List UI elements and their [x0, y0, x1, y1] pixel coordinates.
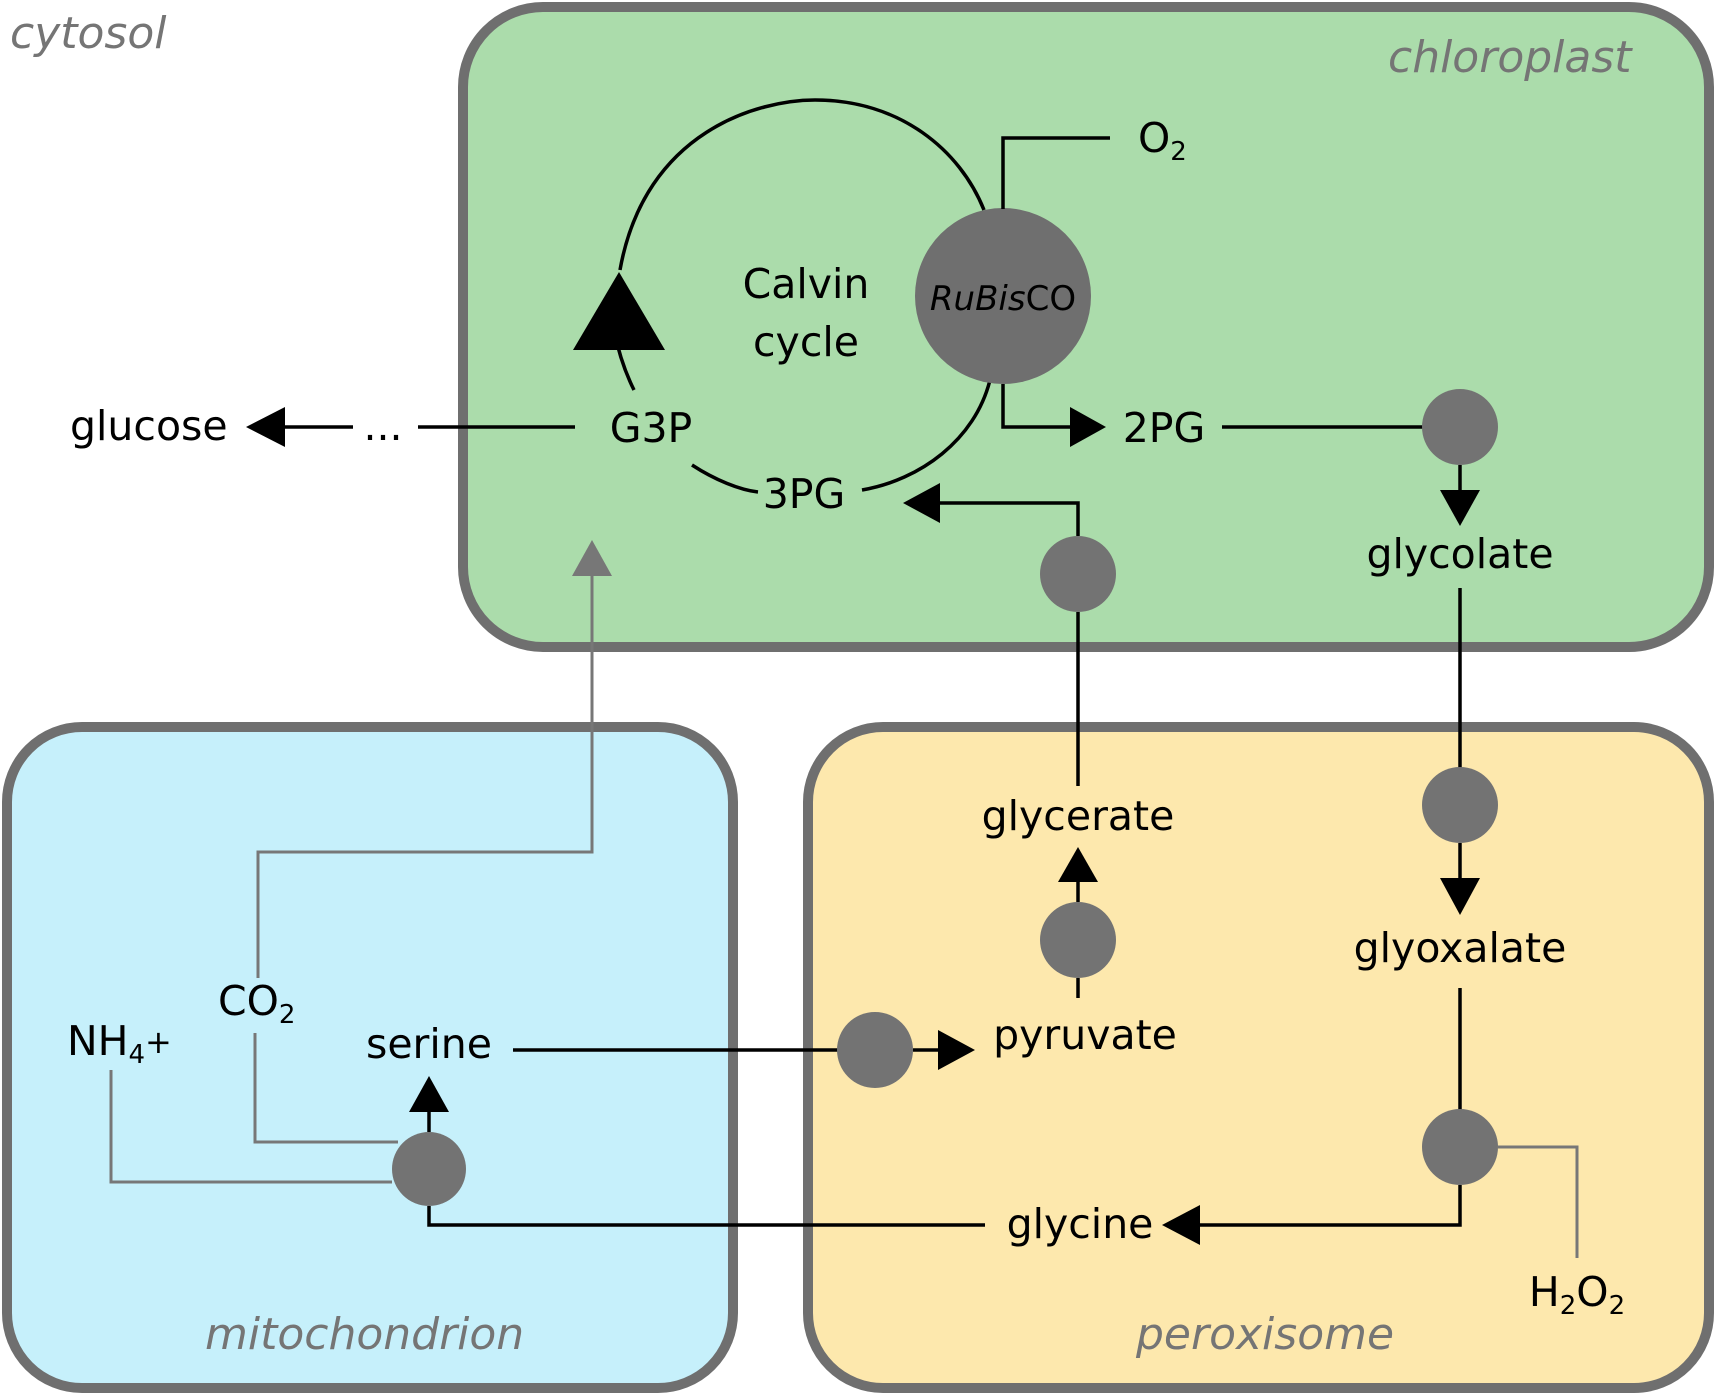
co2-to-chloroplast-line — [256, 574, 594, 978]
rubisco-node — [915, 208, 1091, 384]
glycine-label: glycine — [1007, 1200, 1154, 1248]
enzyme-node-mitochondrion — [392, 1132, 466, 1206]
chloroplast-label: chloroplast — [1388, 32, 1633, 83]
pyruvate-arrowhead — [938, 1030, 975, 1070]
co2-arrowhead — [572, 540, 612, 576]
o2-line — [1001, 136, 1110, 209]
peroxisome-label: peroxisome — [1135, 1309, 1394, 1360]
glucose-arrowhead — [246, 407, 285, 447]
glycine-arrowhead — [1162, 1205, 1200, 1245]
glyoxalate-label: glyoxalate — [1354, 924, 1567, 972]
enzyme-node-2pg — [1422, 389, 1498, 465]
glycerate-label: glycerate — [982, 792, 1175, 840]
rubisco-to-2pg-line — [1001, 384, 1072, 429]
co2-label: CO2 — [218, 977, 295, 1030]
calvin-label-line1: Calvin — [743, 260, 870, 308]
serine-label: serine — [366, 1020, 492, 1068]
glycerate-arrowhead — [1058, 847, 1098, 882]
2pg-arrowhead — [1070, 407, 1106, 447]
glycolate-arrowhead — [1440, 490, 1480, 526]
ellipsis-label: ... — [363, 402, 402, 450]
serine-arrowhead — [409, 1076, 449, 1112]
g3p-label: G3P — [610, 404, 693, 452]
enzyme-to-3pg-line — [940, 501, 1080, 536]
enzyme-node-glyoxalate — [1422, 1109, 1498, 1185]
calvin-cycle-top-arc — [618, 98, 986, 271]
3pg-arrowhead — [903, 483, 940, 523]
enzyme-node-glycolate — [1422, 767, 1498, 843]
enzyme-to-glycine-line — [1196, 1185, 1462, 1227]
h2o2-line — [1498, 1145, 1579, 1258]
glycine-to-mito-enzyme-line — [427, 1206, 985, 1227]
nh4-line — [109, 1070, 392, 1184]
calvin-cycle-arrowhead — [573, 272, 665, 350]
glucose-label: glucose — [70, 402, 228, 450]
nh4-label: NH4+ — [67, 1017, 172, 1070]
glycolate-label: glycolate — [1366, 530, 1553, 578]
3pg-label: 3PG — [763, 470, 846, 518]
h2o2-label: H2O2 — [1529, 1268, 1625, 1321]
rubisco-label: RuBisCO — [930, 279, 1076, 319]
co2-to-enzyme-line — [253, 1033, 398, 1144]
enzyme-node-glycerate — [1040, 536, 1116, 612]
2pg-label: 2PG — [1123, 404, 1206, 452]
calvin-cycle-bottom-left-arc — [691, 463, 759, 494]
calvin-label-line2: cycle — [753, 318, 859, 366]
mitochondrion-label: mitochondrion — [205, 1309, 524, 1360]
o2-label: O2 — [1138, 114, 1187, 167]
chloroplast-box — [458, 2, 1714, 652]
pyruvate-label: pyruvate — [993, 1011, 1177, 1059]
enzyme-node-serine — [837, 1012, 913, 1088]
cytosol-label: cytosol — [10, 8, 167, 59]
calvin-cycle-right-arc — [861, 379, 992, 492]
mitochondrion-box — [2, 722, 738, 1393]
peroxisome-box — [803, 722, 1714, 1393]
glyoxalate-arrowhead — [1440, 878, 1480, 915]
enzyme-node-pyruvate — [1040, 902, 1116, 978]
